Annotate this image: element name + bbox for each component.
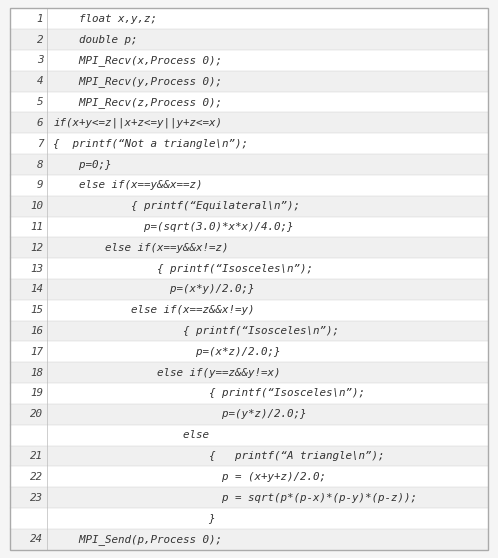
Text: 2: 2 [37, 35, 43, 45]
Bar [10, 175, 488, 196]
Bar [10, 71, 488, 92]
Bar [10, 466, 488, 487]
Bar [10, 279, 488, 300]
Text: 16: 16 [30, 326, 43, 336]
Text: p=0;}: p=0;} [53, 160, 112, 170]
Text: 14: 14 [30, 285, 43, 295]
Text: else if(x==y&&x!=z): else if(x==y&&x!=z) [53, 243, 229, 253]
Bar [10, 258, 488, 279]
Text: 18: 18 [30, 368, 43, 378]
Text: p = sqrt(p*(p-x)*(p-y)*(p-z));: p = sqrt(p*(p-x)*(p-y)*(p-z)); [53, 493, 417, 503]
Text: {  printf(“Not a triangle\n”);: { printf(“Not a triangle\n”); [53, 139, 249, 148]
Bar [10, 321, 488, 341]
Text: 21: 21 [30, 451, 43, 461]
Text: else if(y==z&&y!=x): else if(y==z&&y!=x) [53, 368, 281, 378]
Text: p=(x*z)/2.0;}: p=(x*z)/2.0;} [53, 347, 281, 357]
Text: 7: 7 [37, 139, 43, 148]
Text: p=(y*z)/2.0;}: p=(y*z)/2.0;} [53, 410, 307, 419]
Text: p = (x+y+z)/2.0;: p = (x+y+z)/2.0; [53, 472, 326, 482]
Text: p=(x*y)/2.0;}: p=(x*y)/2.0;} [53, 285, 255, 295]
Text: 9: 9 [37, 180, 43, 190]
Text: else if(x==z&&x!=y): else if(x==z&&x!=y) [53, 305, 255, 315]
Text: else if(x==y&&x==z): else if(x==y&&x==z) [53, 180, 203, 190]
Bar [10, 487, 488, 508]
Text: MPI_Send(p,Process 0);: MPI_Send(p,Process 0); [53, 534, 222, 545]
Text: { printf(“Isosceles\n”);: { printf(“Isosceles\n”); [53, 388, 366, 398]
Text: 23: 23 [30, 493, 43, 503]
Text: 12: 12 [30, 243, 43, 253]
Bar [10, 508, 488, 529]
Text: { printf(“Isosceles\n”);: { printf(“Isosceles\n”); [53, 326, 339, 336]
Text: 4: 4 [37, 76, 43, 86]
Text: 15: 15 [30, 305, 43, 315]
Text: }: } [53, 513, 216, 523]
Bar [10, 29, 488, 50]
Text: 19: 19 [30, 388, 43, 398]
Bar [10, 237, 488, 258]
Bar [10, 217, 488, 237]
Text: 11: 11 [30, 222, 43, 232]
Bar [10, 383, 488, 404]
Bar [10, 113, 488, 133]
Text: { printf(“Isosceles\n”);: { printf(“Isosceles\n”); [53, 263, 313, 273]
Text: MPI_Recv(z,Process 0);: MPI_Recv(z,Process 0); [53, 97, 222, 108]
Text: 1: 1 [37, 14, 43, 24]
Text: 5: 5 [37, 97, 43, 107]
Bar [10, 133, 488, 154]
Text: {   printf(“A triangle\n”);: { printf(“A triangle\n”); [53, 451, 385, 461]
Bar [10, 341, 488, 362]
Text: float x,y,z;: float x,y,z; [53, 14, 157, 24]
Text: double p;: double p; [53, 35, 138, 45]
Bar [10, 196, 488, 217]
Text: MPI_Recv(x,Process 0);: MPI_Recv(x,Process 0); [53, 55, 222, 66]
Bar [10, 425, 488, 445]
Text: else: else [53, 430, 209, 440]
Text: 8: 8 [37, 160, 43, 170]
Text: 6: 6 [37, 118, 43, 128]
Text: 17: 17 [30, 347, 43, 357]
Bar [10, 300, 488, 321]
Bar [10, 404, 488, 425]
Bar [10, 50, 488, 71]
Text: p=(sqrt(3.0)*x*x)/4.0;}: p=(sqrt(3.0)*x*x)/4.0;} [53, 222, 294, 232]
Bar [10, 8, 488, 29]
Text: 24: 24 [30, 534, 43, 544]
Text: { printf(“Equilateral\n”);: { printf(“Equilateral\n”); [53, 201, 300, 211]
Bar [10, 92, 488, 113]
Bar [10, 154, 488, 175]
Text: 13: 13 [30, 263, 43, 273]
Text: 22: 22 [30, 472, 43, 482]
Text: MPI_Recv(y,Process 0);: MPI_Recv(y,Process 0); [53, 76, 222, 86]
Text: 20: 20 [30, 410, 43, 419]
Bar [10, 529, 488, 550]
Text: 10: 10 [30, 201, 43, 211]
Bar [10, 445, 488, 466]
Text: 3: 3 [37, 55, 43, 65]
Text: if(x+y<=z||x+z<=y||y+z<=x): if(x+y<=z||x+z<=y||y+z<=x) [53, 118, 222, 128]
Bar [10, 362, 488, 383]
